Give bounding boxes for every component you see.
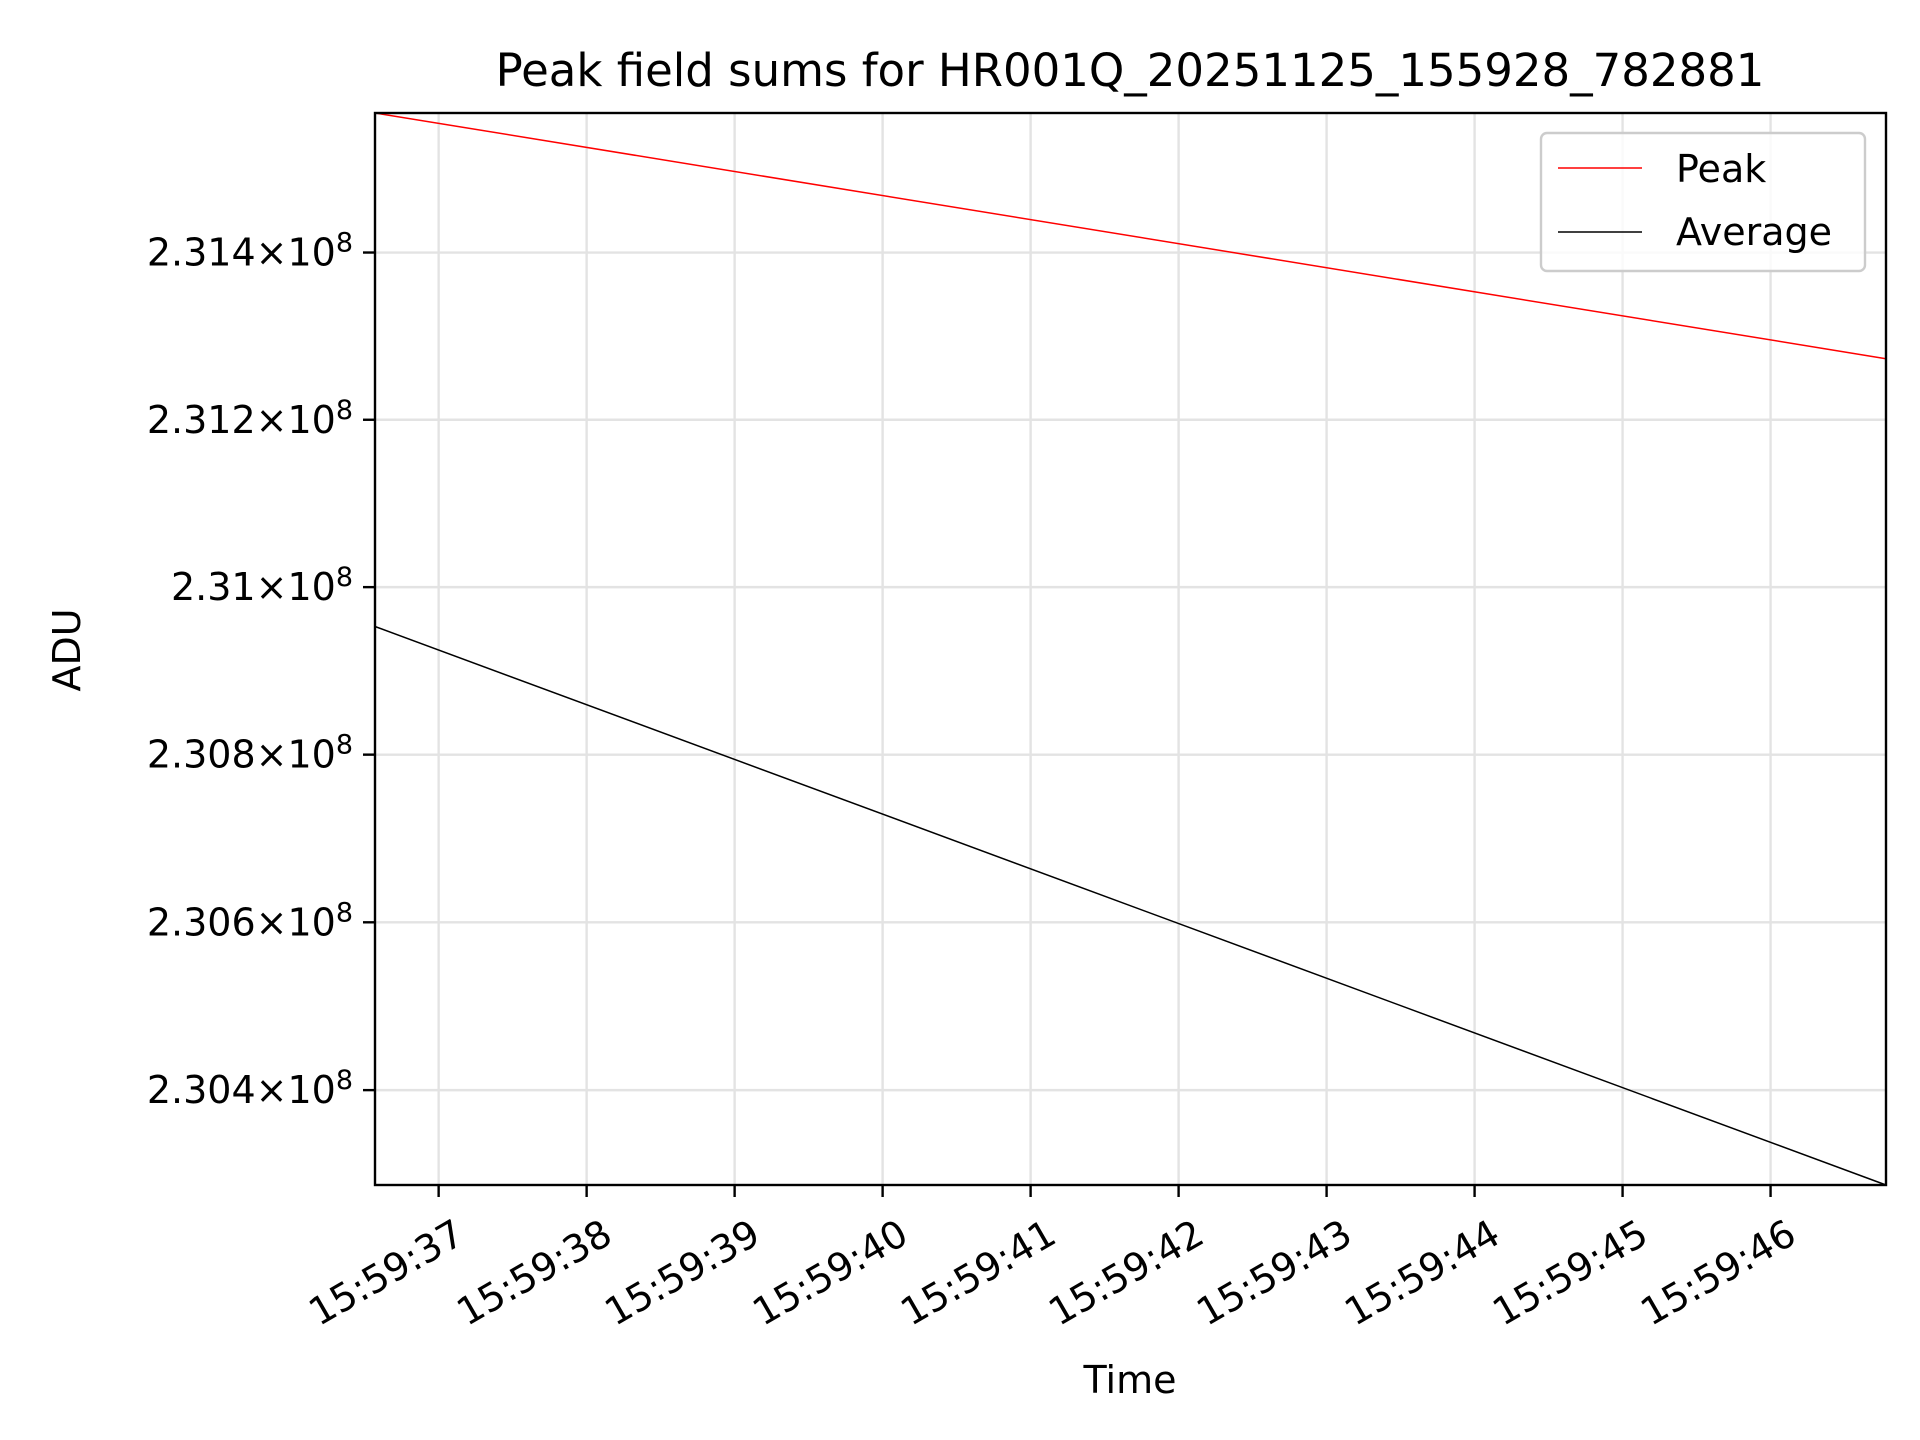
x-axis-label: Time — [1083, 1358, 1177, 1402]
y-tick-label: 2.308×108 — [147, 730, 353, 777]
series-lines — [374, 112, 1887, 1186]
series-line-average — [374, 625, 1887, 1186]
grid — [375, 113, 1886, 1185]
plot-frame — [373, 111, 1888, 1187]
y-tick-label: 2.31×108 — [171, 562, 353, 609]
y-tick-label: 2.312×108 — [147, 395, 353, 442]
chart-title: Peak field sums for HR001Q_20251125_1559… — [496, 44, 1765, 97]
series-line-peak — [374, 112, 1887, 360]
y-tick-label: 2.314×108 — [147, 228, 353, 275]
legend-label-peak: Peak — [1676, 147, 1766, 191]
legend-label-average: Average — [1676, 210, 1832, 254]
y-tick-label: 2.304×108 — [147, 1065, 353, 1112]
legend: Peak Average — [1539, 131, 1867, 273]
y-axis-label: ADU — [45, 608, 89, 691]
y-tick-label: 2.306×108 — [147, 897, 353, 944]
